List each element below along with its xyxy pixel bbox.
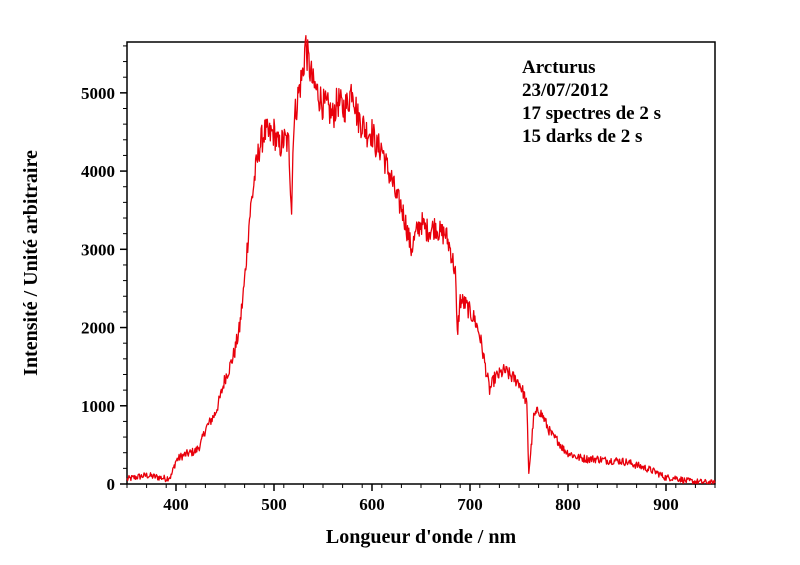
x-tick-label: 400: [163, 495, 189, 514]
x-tick-label: 800: [555, 495, 581, 514]
y-tick-label: 5000: [81, 84, 115, 103]
axis-tick-labels: 400 500 600 700 800 900 0 1000 2000 3000 4000 5000: [81, 84, 679, 514]
x-tick-label: 700: [457, 495, 483, 514]
annotation-darks: 15 darks de 2 s: [522, 126, 642, 147]
annotation-star-name: Arcturus: [522, 57, 596, 78]
y-tick-label: 0: [107, 475, 116, 494]
x-tick-label: 500: [261, 495, 287, 514]
y-tick-label: 2000: [81, 319, 115, 338]
y-tick-label: 3000: [81, 240, 115, 259]
annotation-block: Arcturus 23/07/2012 17 spectres de 2 s 1…: [522, 57, 661, 147]
spectrum-line: [126, 35, 716, 485]
y-tick-label: 1000: [81, 397, 115, 416]
y-tick-label: 4000: [81, 162, 115, 181]
axis-ticks: [120, 45, 716, 491]
x-tick-label: 600: [359, 495, 385, 514]
x-axis-title: Longueur d'onde / nm: [326, 526, 517, 548]
y-axis-title: Intensité / Unité arbitraire: [20, 150, 42, 376]
x-tick-label: 900: [653, 495, 679, 514]
annotation-date: 23/07/2012: [522, 80, 609, 101]
annotation-spectra: 17 spectres de 2 s: [522, 103, 661, 124]
